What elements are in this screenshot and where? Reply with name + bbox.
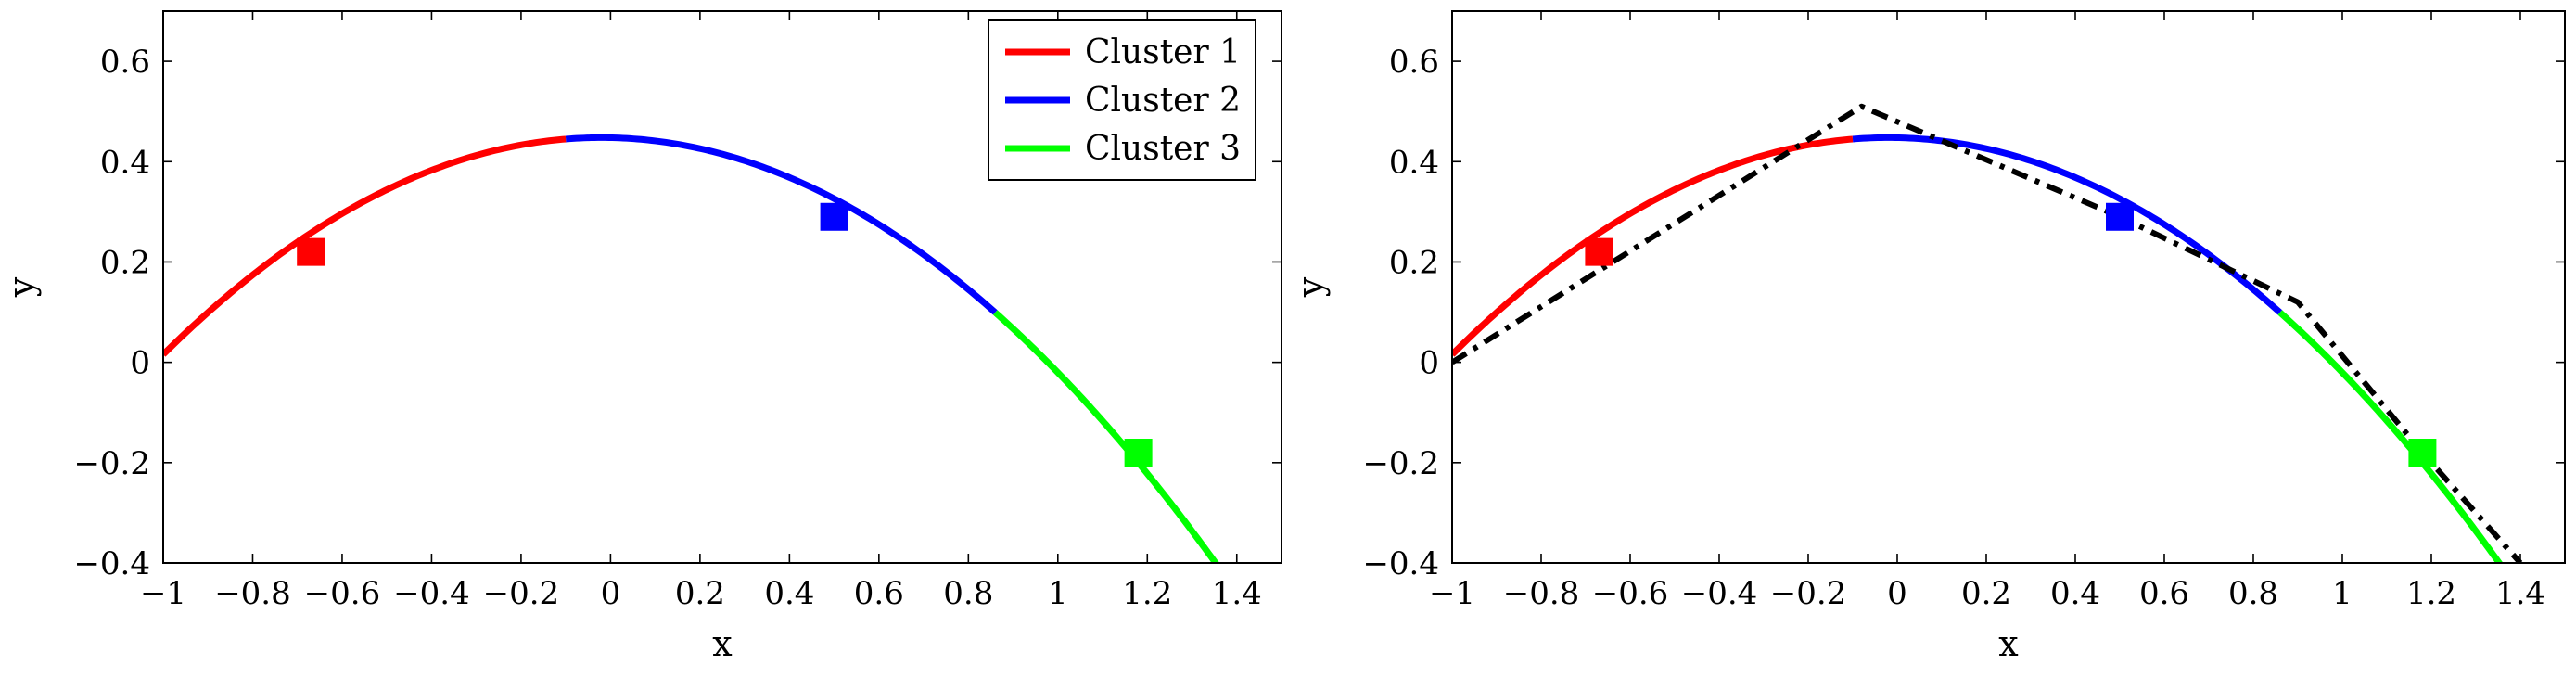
x-axis-label: x: [712, 623, 732, 664]
x-tick-label: 0.2: [1961, 575, 2011, 612]
x-tick-label: −1: [1429, 575, 1475, 612]
approximation-line: [1452, 103, 2523, 563]
y-tick-label: −0.2: [73, 445, 150, 482]
x-tick-label: −0.2: [483, 575, 560, 612]
x-tick-label: 0: [1887, 575, 1907, 612]
cluster-3-curve: [992, 310, 1220, 563]
x-tick-label: 1: [1048, 575, 1068, 612]
x-tick-label: −0.8: [214, 575, 291, 612]
x-tick-label: 0.2: [675, 575, 725, 612]
x-tick-label: 0.4: [2050, 575, 2100, 612]
x-tick-label: 0.8: [943, 575, 993, 612]
y-tick-label: 0.4: [1389, 144, 1439, 181]
x-tick-label: 1.4: [1212, 575, 1262, 612]
plot-frame: [1451, 10, 2566, 564]
y-tick-label: 0.2: [1389, 244, 1439, 281]
y-tick-label: −0.4: [1362, 545, 1439, 582]
plot-area: [1452, 103, 2523, 563]
cluster-2-curve: [1852, 134, 2283, 315]
x-tick-label: −0.2: [1770, 575, 1847, 612]
x-tick-label: −0.4: [393, 575, 470, 612]
cluster-1-curve: [163, 135, 567, 357]
cluster-1-center-marker: [297, 237, 325, 266]
x-tick-label: −0.4: [1681, 575, 1758, 612]
legend-label: Cluster 1: [1085, 33, 1241, 71]
x-tick-label: −0.6: [304, 575, 381, 612]
x-tick-label: −0.8: [1503, 575, 1580, 612]
x-tick-label: −1: [140, 575, 186, 612]
x-tick-label: 0: [601, 575, 621, 612]
x-tick-label: 0.6: [854, 575, 904, 612]
y-tick-label: 0.6: [1389, 44, 1439, 81]
x-axis-label: x: [1998, 623, 2018, 664]
legend-label: Cluster 2: [1085, 82, 1241, 120]
x-tick-label: 1: [2332, 575, 2353, 612]
y-tick-label: −0.2: [1362, 445, 1439, 482]
x-tick-label: 1.4: [2495, 575, 2545, 612]
plot-area: [163, 134, 1220, 563]
x-tick-label: 0.4: [764, 575, 814, 612]
chart-panel-2: −1 −0.8 −0.6 −0.4 −0.2 0 0.2 0.4 0.6 0.8 1 1.2 1.4 −0…: [1290, 10, 2566, 664]
y-axis-label: y: [1, 276, 42, 298]
cluster-3-center-marker: [1124, 439, 1153, 467]
cluster-2-center-marker: [820, 202, 848, 231]
y-tick-label: −0.4: [73, 545, 150, 582]
y-tick-label: 0: [130, 345, 150, 382]
x-tick-label: 1.2: [1122, 575, 1172, 612]
legend-label: Cluster 3: [1085, 130, 1241, 168]
x-tick-label: 1.2: [2406, 575, 2456, 612]
cluster-3-curve: [2277, 310, 2504, 563]
y-tick-label: 0: [1419, 345, 1439, 382]
chart-panel-1: −1 −0.8 −0.6 −0.4 −0.2 0 0.2 0.4 0.6 0.8 1 1.2 1.4 −0…: [1, 10, 1282, 664]
cluster-3-center-marker: [2408, 439, 2437, 467]
x-tick-label: −0.6: [1592, 575, 1669, 612]
y-tick-label: 0.6: [100, 44, 150, 81]
plot-frame: [162, 10, 1282, 564]
y-tick-label: 0.2: [100, 244, 150, 281]
cluster-2-center-marker: [2106, 202, 2134, 231]
y-tick-label: 0.4: [100, 144, 150, 181]
x-tick-label: 0.8: [2228, 575, 2278, 612]
x-tick-label: 0.6: [2139, 575, 2189, 612]
cluster-1-center-marker: [1585, 237, 1613, 266]
cluster-2-curve: [565, 134, 998, 315]
y-axis-label: y: [1290, 276, 1331, 298]
cluster-1-curve: [1452, 135, 1854, 357]
